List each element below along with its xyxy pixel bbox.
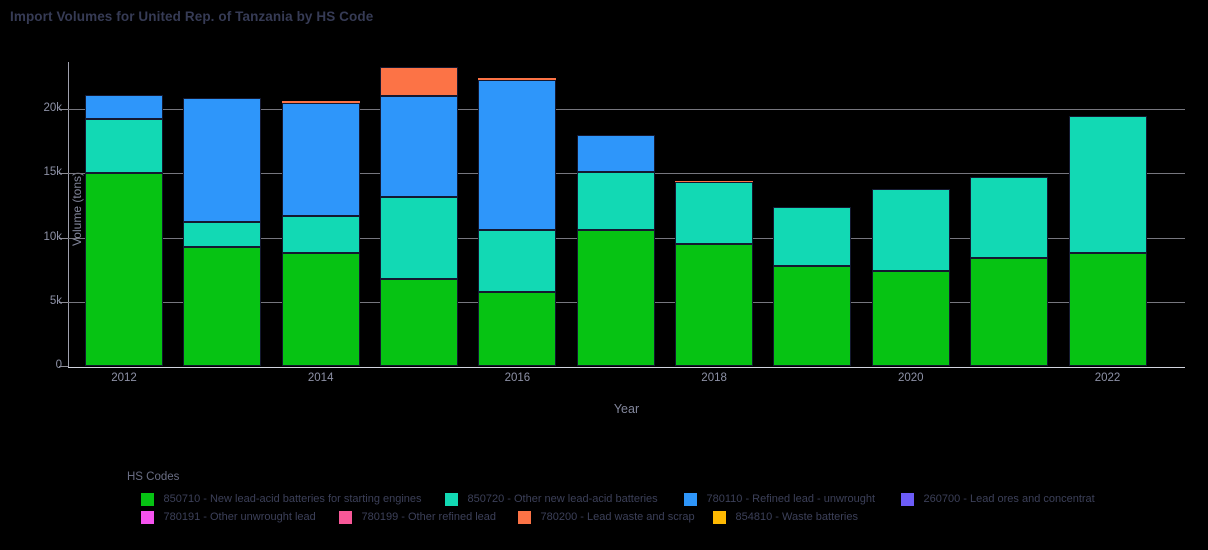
- y-tick-label: 20k: [43, 102, 62, 115]
- gridline: [68, 109, 1185, 111]
- bar-segment-2013-850710[interactable]: [183, 246, 262, 366]
- x-axis-baseline: [68, 367, 1185, 368]
- bar-segment-2015-780200[interactable]: [380, 66, 459, 97]
- legend-title: HS Codes: [127, 471, 180, 483]
- y-tick-mark: [59, 109, 68, 111]
- bar-segment-2016-780110[interactable]: [478, 79, 557, 230]
- legend-item-260700[interactable]: 260700 - Lead ores and concentrat: [901, 493, 1095, 506]
- x-tick-label: 2016: [504, 372, 531, 384]
- y-axis-line: [68, 62, 69, 368]
- bar-segment-2019-850710[interactable]: [773, 265, 852, 366]
- y-tick-mark: [59, 366, 68, 367]
- legend-item-780200[interactable]: 780200 - Lead waste and scrap: [518, 511, 695, 524]
- legend-item-850720[interactable]: 850720 - Other new lead-acid batteries: [445, 493, 658, 506]
- bar-segment-2022-850710[interactable]: [1068, 252, 1147, 366]
- bar-segment-2016-850720[interactable]: [478, 229, 557, 292]
- bar-segment-2018-850710[interactable]: [675, 243, 754, 366]
- bar-segment-2012-850710[interactable]: [85, 173, 163, 366]
- bar-segment-2020-850720[interactable]: [871, 188, 950, 271]
- bar-segment-2015-850720[interactable]: [380, 197, 459, 280]
- x-tick-label: 2020: [898, 372, 924, 384]
- legend-swatch: [141, 511, 154, 524]
- bar-2012[interactable]: [85, 62, 163, 366]
- legend-item-780110[interactable]: 780110 - Refined lead - unwrought: [684, 493, 875, 506]
- legend-label: 780199 - Other refined lead: [361, 511, 497, 524]
- legend-label: 780110 - Refined lead - unwrought: [706, 493, 876, 506]
- y-axis-title: Volume (tons): [70, 171, 84, 247]
- bar-segment-2021-850720[interactable]: [970, 177, 1049, 259]
- x-tick-label: 2018: [701, 372, 727, 384]
- legend-item-780191[interactable]: 780191 - Other unwrought lead: [141, 511, 316, 524]
- bar-2022[interactable]: [1068, 62, 1147, 366]
- y-tick-label: 0: [55, 359, 62, 371]
- bar-2020[interactable]: [871, 62, 950, 366]
- bar-segment-2014-850720[interactable]: [281, 216, 360, 253]
- bar-2017[interactable]: [576, 62, 655, 366]
- x-tick-label: 2012: [111, 372, 137, 384]
- legend-item-780199[interactable]: 780199 - Other refined lead: [339, 511, 496, 524]
- legend-swatch: [684, 493, 697, 506]
- bar-segment-2020-850710[interactable]: [871, 270, 950, 366]
- legend-label: 780191 - Other unwrought lead: [163, 511, 316, 524]
- bar-segment-2015-850710[interactable]: [380, 279, 459, 366]
- bar-segment-2018-850720[interactable]: [675, 182, 754, 244]
- legend-item-854810[interactable]: 854810 - Waste batteries: [713, 511, 858, 524]
- legend-item-850710[interactable]: 850710 - New lead-acid batteries for sta…: [141, 493, 422, 506]
- bar-segment-2018-780200[interactable]: [675, 180, 754, 183]
- bar-segment-2014-780110[interactable]: [281, 102, 360, 217]
- bar-segment-2019-850720[interactable]: [773, 206, 852, 266]
- legend-swatch: [518, 511, 531, 524]
- legend-swatch: [339, 511, 352, 524]
- bar-segment-2016-780200[interactable]: [478, 78, 557, 80]
- bar-segment-2013-850720[interactable]: [183, 221, 262, 247]
- bar-2018[interactable]: [675, 62, 754, 366]
- bar-segment-2017-850720[interactable]: [576, 172, 655, 230]
- legend-swatch: [445, 493, 458, 506]
- y-tick-label: 5k: [49, 294, 62, 307]
- bar-segment-2021-850710[interactable]: [970, 258, 1049, 366]
- legend-swatch: [901, 493, 914, 506]
- legend-swatch: [141, 493, 154, 506]
- legend-label: 780200 - Lead waste and scrap: [540, 511, 695, 524]
- legend-label: 850720 - Other new lead-acid batteries: [467, 493, 658, 506]
- plot-area: Volume (tons) 0 5k 10k 15k 20k 2012 2014 2016 2…: [43, 62, 1185, 416]
- bar-segment-2017-850710[interactable]: [576, 229, 655, 366]
- x-tick-label: 2014: [307, 372, 334, 384]
- legend-label: 850710 - New lead-acid batteries for sta…: [163, 493, 422, 506]
- bar-segment-2013-780110[interactable]: [183, 97, 262, 222]
- legend-label: 260700 - Lead ores and concentrat: [923, 493, 1095, 506]
- chart-title: Import Volumes for United Rep. of Tanzan…: [10, 9, 374, 24]
- bar-segment-2015-780110[interactable]: [380, 96, 459, 198]
- legend-swatch: [713, 511, 726, 524]
- bar-segment-2017-780110[interactable]: [576, 134, 655, 173]
- x-tick-label: 2022: [1094, 372, 1121, 384]
- bar-2014[interactable]: [281, 62, 360, 366]
- x-axis-title: Year: [613, 402, 640, 416]
- y-tick-label: 15k: [43, 166, 62, 179]
- bar-segment-2016-850710[interactable]: [478, 291, 557, 366]
- bar-2021[interactable]: [970, 62, 1049, 366]
- bar-segment-2012-850720[interactable]: [85, 119, 163, 174]
- bar-2019[interactable]: [773, 62, 852, 366]
- bar-segment-2014-850710[interactable]: [281, 252, 360, 366]
- bar-2016[interactable]: [478, 62, 557, 366]
- bar-2013[interactable]: [183, 62, 262, 366]
- bar-segment-2012-780110[interactable]: [85, 95, 163, 120]
- bar-segment-2014-780200[interactable]: [281, 100, 360, 103]
- y-tick-mark: [59, 173, 68, 175]
- y-tick-mark: [59, 301, 68, 303]
- bar-2015[interactable]: [380, 62, 459, 366]
- y-tick-label: 10k: [43, 230, 62, 243]
- legend-label: 854810 - Waste batteries: [735, 511, 859, 524]
- y-tick-mark: [59, 237, 68, 239]
- bar-segment-2022-850720[interactable]: [1068, 115, 1147, 253]
